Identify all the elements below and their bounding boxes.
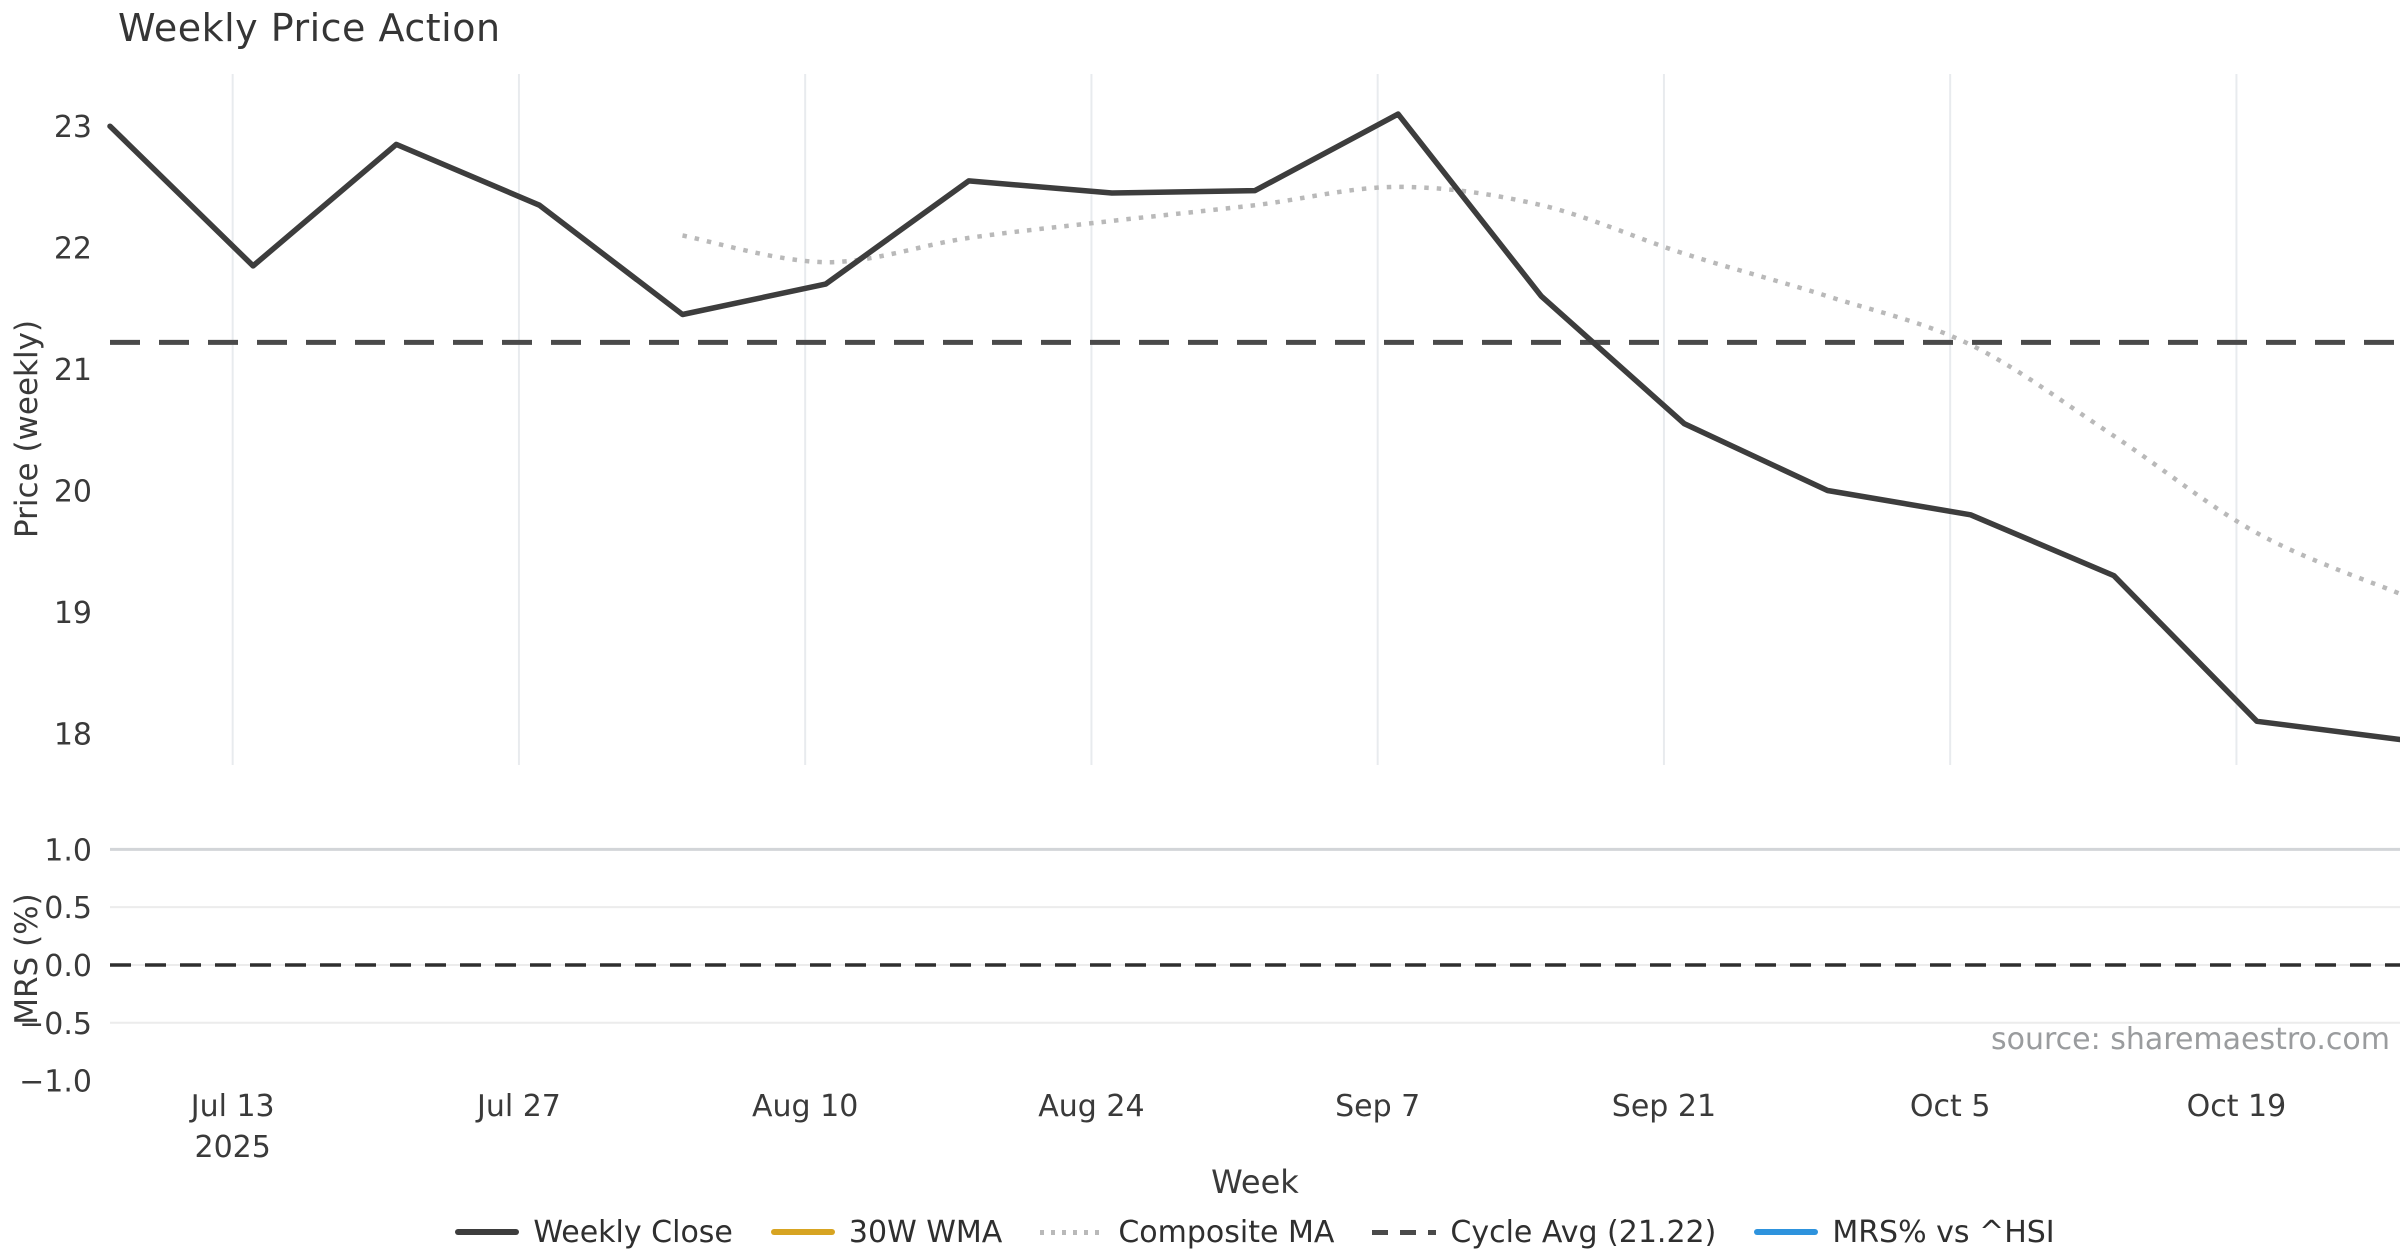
price-axis-label: Price (weekly) [9,319,45,539]
x-tick-label: Jul 13 [189,1089,275,1124]
x-tick-label: Sep 7 [1335,1089,1420,1124]
composite-ma-line [682,184,2400,596]
source-note: source: sharemaestro.com [1991,1022,2390,1057]
mrs-tick-label: 0.5 [44,891,92,926]
price-tick-label: 22 [54,232,92,267]
x-tick-label: Sep 21 [1612,1089,1716,1124]
mrs-tick-label: −0.5 [19,1007,92,1042]
legend-label: Cycle Avg (21.22) [1450,1214,1717,1250]
wma-line-swatch [770,1229,835,1235]
legend-item-composite-ma: Composite MA [1040,1215,1334,1250]
chart-title: Weekly Price Action [118,6,501,50]
price-tick-label: 23 [54,110,92,145]
x-tick-year-label: 2025 [194,1130,270,1165]
legend-item-30w-wma: 30W WMA [770,1214,1003,1250]
legend-label: MRS% vs ^HSI [1832,1214,2055,1250]
x-tick-label: Aug 24 [1038,1089,1144,1124]
mrs-line-swatch [1754,1229,1819,1235]
price-tick-label: 19 [54,596,92,631]
x-tick-label: Jul 27 [475,1089,561,1124]
legend-item-weekly-close: Weekly Close [455,1215,733,1250]
x-tick-label: Aug 10 [752,1089,858,1124]
x-axis-label: Week [1211,1163,1299,1201]
weekly-close-line-swatch [455,1229,520,1235]
legend-label: Weekly Close [533,1214,733,1250]
mrs-tick-label: 0.0 [44,949,92,984]
weekly-close-line [107,111,2400,743]
price-tick-label: 21 [54,353,92,388]
legend-label: 30W WMA [848,1214,1003,1250]
mrs-tick-label: −1.0 [19,1065,92,1100]
cycle-avg-line-swatch [1372,1229,1437,1235]
legend-label: Composite MA [1118,1214,1335,1250]
x-tick-label: Oct 5 [1910,1089,1991,1124]
mrs-axis-label: MRS (%) [9,893,45,1025]
composite-ma-line-swatch [1040,1229,1105,1235]
legend-item-cycle-avg: Cycle Avg (21.22) [1372,1215,1716,1250]
price-tick-label: 18 [54,717,92,752]
legend-item-mrs: MRS% vs ^HSI [1754,1214,2055,1250]
mrs-tick-label: 1.0 [44,833,92,868]
price-tick-label: 20 [54,475,92,510]
x-tick-label: Oct 19 [2187,1089,2287,1124]
legend: Weekly Close 30W WMA Composite MA Cycle … [0,1208,2400,1256]
